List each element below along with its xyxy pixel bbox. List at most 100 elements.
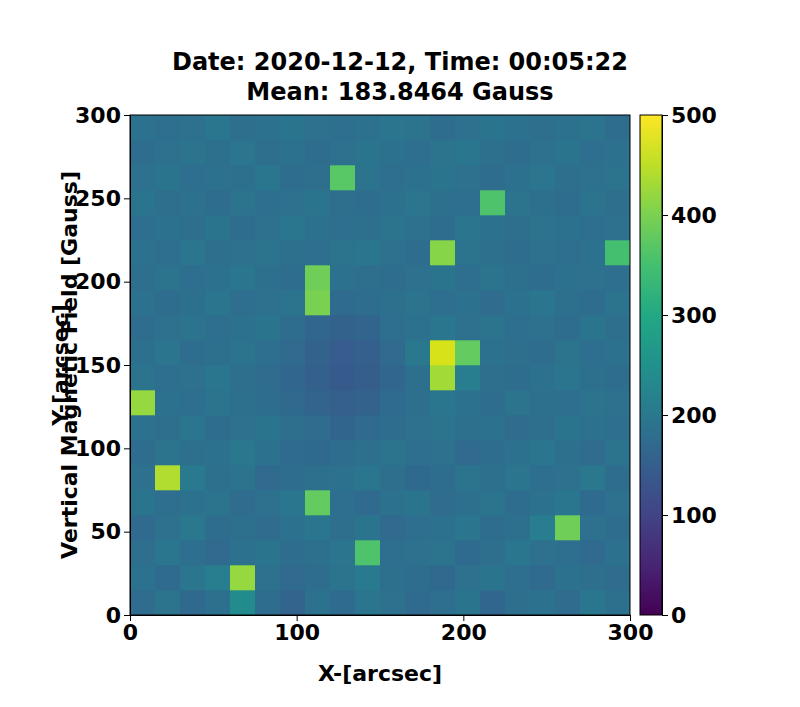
- cell: [155, 265, 180, 290]
- cell: [605, 390, 630, 415]
- cell: [355, 365, 380, 390]
- tick: 0: [123, 615, 138, 645]
- cell: [555, 415, 580, 440]
- cell: [605, 490, 630, 515]
- cell: [130, 540, 155, 565]
- cell: [355, 590, 380, 615]
- cell: [305, 315, 330, 340]
- cell: [155, 365, 180, 390]
- cell: [555, 590, 580, 615]
- cell: [355, 265, 380, 290]
- cell: [230, 415, 255, 440]
- cell: [305, 290, 330, 315]
- cell: [555, 390, 580, 415]
- cell: [205, 290, 230, 315]
- cell: [230, 315, 255, 340]
- cell: [380, 440, 405, 465]
- cell: [305, 115, 330, 140]
- cell: [455, 290, 480, 315]
- cell: [155, 290, 180, 315]
- cell: [130, 190, 155, 215]
- cell: [305, 365, 330, 390]
- cell: [380, 215, 405, 240]
- cell: [405, 315, 430, 340]
- cell: [230, 265, 255, 290]
- cell: [430, 190, 455, 215]
- cell: [380, 340, 405, 365]
- cell: [355, 440, 380, 465]
- cell: [305, 340, 330, 365]
- cell: [405, 140, 430, 165]
- cell: [355, 315, 380, 340]
- cell: [605, 265, 630, 290]
- axis-line: [131, 615, 631, 616]
- tick-label: 150: [75, 353, 121, 378]
- cell: [430, 265, 455, 290]
- cell: [205, 515, 230, 540]
- cell: [305, 440, 330, 465]
- cell: [580, 290, 605, 315]
- cell: [580, 440, 605, 465]
- tick: 200: [441, 615, 487, 645]
- tick-mark: [124, 532, 130, 533]
- cell: [480, 365, 505, 390]
- cell: [280, 215, 305, 240]
- cell: [380, 390, 405, 415]
- tick-mark: [124, 282, 130, 283]
- cell: [180, 265, 205, 290]
- x-axis-title: X-[arcsec]: [318, 661, 442, 686]
- cell: [455, 540, 480, 565]
- cell: [355, 565, 380, 590]
- cell: [580, 540, 605, 565]
- cell: [580, 265, 605, 290]
- cell: [330, 440, 355, 465]
- cell: [530, 540, 555, 565]
- cell: [355, 165, 380, 190]
- cell: [330, 340, 355, 365]
- cell: [430, 290, 455, 315]
- cell: [605, 365, 630, 390]
- cell: [230, 390, 255, 415]
- cell: [480, 590, 505, 615]
- cell: [405, 240, 430, 265]
- cell: [130, 265, 155, 290]
- cell: [430, 590, 455, 615]
- cell: [580, 115, 605, 140]
- cell: [355, 290, 380, 315]
- y-axis: 050100150200250300: [75, 103, 130, 628]
- cell: [255, 290, 280, 315]
- cell: [130, 390, 155, 415]
- cell: [205, 315, 230, 340]
- cell: [130, 115, 155, 140]
- cell: [205, 240, 230, 265]
- cell: [355, 515, 380, 540]
- cell: [455, 190, 480, 215]
- cell: [255, 115, 280, 140]
- cell: [155, 590, 180, 615]
- tick: 400: [662, 203, 717, 228]
- axis-line: [130, 116, 131, 616]
- tick-mark: [662, 615, 668, 616]
- tick-mark: [124, 448, 130, 449]
- cell: [530, 315, 555, 340]
- cell: [130, 490, 155, 515]
- cell: [480, 265, 505, 290]
- cell: [605, 240, 630, 265]
- cell: [505, 565, 530, 590]
- cell: [180, 540, 205, 565]
- cell: [530, 365, 555, 390]
- cell: [180, 215, 205, 240]
- cell: [205, 565, 230, 590]
- cell: [330, 465, 355, 490]
- cell: [405, 215, 430, 240]
- cell: [255, 590, 280, 615]
- cell: [355, 240, 380, 265]
- cell: [230, 140, 255, 165]
- cell: [205, 540, 230, 565]
- cell: [130, 340, 155, 365]
- cell: [405, 265, 430, 290]
- cell: [330, 540, 355, 565]
- cell: [430, 490, 455, 515]
- cell: [305, 190, 330, 215]
- tick: 0: [106, 603, 130, 628]
